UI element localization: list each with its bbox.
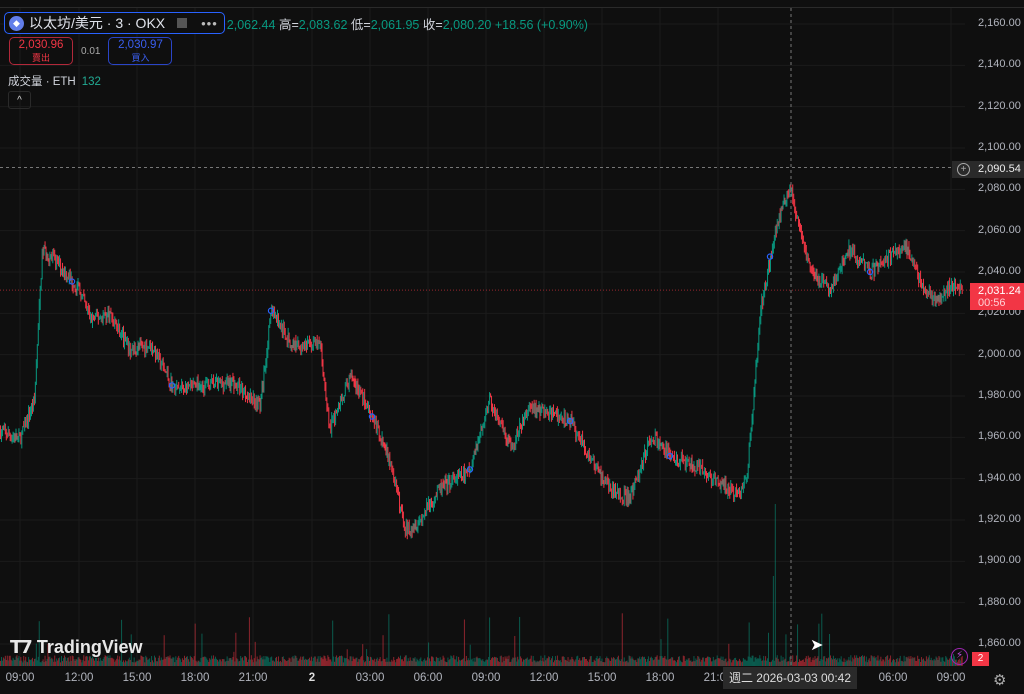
crosshair-price: 2,090.54 xyxy=(978,163,1021,175)
price-tick: 2,080.00 xyxy=(978,182,1021,195)
price-tick: 2,060.00 xyxy=(978,223,1021,236)
time-tick: 06:00 xyxy=(878,672,908,684)
symbol-legend: ◆ 以太坊/美元 · 3 · OKX ••• 2,062.44 高=2,083.… xyxy=(4,12,588,34)
logo-text: TradingView xyxy=(36,637,143,657)
current-price-label: 2,031.24 00:56 xyxy=(970,283,1024,310)
time-tick: 03:00 xyxy=(355,672,385,684)
time-tick: 2 xyxy=(308,672,316,684)
price-tick: 1,960.00 xyxy=(978,430,1021,443)
collapse-legend-button[interactable]: ^ xyxy=(8,91,31,109)
event-marker xyxy=(68,278,76,285)
lightning-icon[interactable]: ⚡ xyxy=(951,648,968,665)
symbol-selector[interactable]: ◆ 以太坊/美元 · 3 · OKX ••• xyxy=(4,12,225,34)
buy-sell-panel: 2,030.96 賣出 0.01 2,030.97 買入 xyxy=(9,37,173,65)
buy-label: 買入 xyxy=(131,53,150,63)
crosshair-price-label: +2,090.54 xyxy=(952,161,1024,178)
price-tick: 1,860.00 xyxy=(978,637,1021,649)
time-tick: 09:00 xyxy=(936,672,966,684)
current-price: 2,031.24 xyxy=(978,285,1021,297)
time-tick: 09:00 xyxy=(5,672,35,684)
volume-label: 成交量 · ETH xyxy=(8,76,76,88)
time-tick: 21:00 xyxy=(238,672,268,684)
price-tick: 2,120.00 xyxy=(978,99,1021,112)
price-tick: 2,100.00 xyxy=(978,141,1021,153)
time-tick: 18:00 xyxy=(180,672,210,684)
price-tick: 1,980.00 xyxy=(978,389,1021,401)
price-tick: 2,000.00 xyxy=(978,347,1021,360)
event-marker xyxy=(866,268,874,276)
event-marker xyxy=(466,466,474,473)
event-marker xyxy=(566,417,574,425)
low-value: 2,061.95 xyxy=(370,17,420,32)
symbol-title: 以太坊/美元 · 3 · OKX xyxy=(29,15,166,31)
settings-gear-icon[interactable]: ⚙ xyxy=(993,672,1007,689)
ethereum-icon: ◆ xyxy=(9,15,24,31)
tv-logo-icon: 𝗧𝟳 xyxy=(10,637,33,657)
alerts-badge[interactable]: 2 xyxy=(972,652,989,666)
top-border xyxy=(0,7,1024,8)
time-tick: 12:00 xyxy=(529,672,559,684)
price-tick: 2,160.00 xyxy=(978,17,1021,29)
time-tick: 09:00 xyxy=(471,672,501,684)
sell-button[interactable]: 2,030.96 賣出 xyxy=(9,37,73,65)
crosshair-time-label: 週二 2026-03-03 00:42 xyxy=(723,667,857,689)
event-marker xyxy=(267,307,275,314)
price-tick: 1,940.00 xyxy=(978,471,1021,484)
close-value: 2,080.20 xyxy=(442,17,492,32)
bar-countdown: 00:56 xyxy=(978,297,1006,309)
event-marker xyxy=(368,413,376,420)
mouse-cursor-icon: ➤ xyxy=(810,637,824,654)
volume-value: 132 xyxy=(81,76,101,88)
flag-icon[interactable] xyxy=(177,18,188,28)
low-label: 低= xyxy=(350,17,371,32)
close-label: 收= xyxy=(422,17,443,32)
ohlc-values: 2,062.44 高=2,083.62 低=2,061.95 收=2,080.2… xyxy=(227,14,588,33)
event-marker xyxy=(766,253,774,260)
sell-label: 賣出 xyxy=(31,53,50,63)
more-icon[interactable]: ••• xyxy=(201,15,218,31)
time-tick: 15:00 xyxy=(587,672,617,684)
price-tick: 1,880.00 xyxy=(978,595,1021,608)
price-tick: 1,900.00 xyxy=(978,554,1021,567)
add-alert-icon[interactable]: + xyxy=(957,163,970,176)
open-value: 2,062.44 xyxy=(226,17,276,32)
tradingview-logo[interactable]: 𝗧𝟳 TradingView xyxy=(10,637,143,658)
price-tick: 1,920.00 xyxy=(978,513,1021,525)
sell-price: 2,030.96 xyxy=(18,39,64,51)
change-value: +18.56 (+0.90%) xyxy=(494,17,588,32)
price-tick: 2,040.00 xyxy=(978,265,1021,277)
buy-price: 2,030.97 xyxy=(118,39,163,51)
high-value: 2,083.62 xyxy=(298,17,348,32)
buy-button[interactable]: 2,030.97 買入 xyxy=(108,37,173,65)
time-tick: 15:00 xyxy=(122,672,152,684)
event-marker xyxy=(666,452,674,460)
price-tick: 2,140.00 xyxy=(978,58,1021,71)
time-tick: 12:00 xyxy=(64,672,94,684)
time-tick: 06:00 xyxy=(413,672,443,684)
high-label: 高= xyxy=(278,17,299,32)
volume-legend: 成交量 · ETH 132 xyxy=(8,73,101,89)
spread: 0.01 xyxy=(81,45,101,57)
time-tick: 18:00 xyxy=(645,672,675,684)
event-marker xyxy=(168,382,176,389)
